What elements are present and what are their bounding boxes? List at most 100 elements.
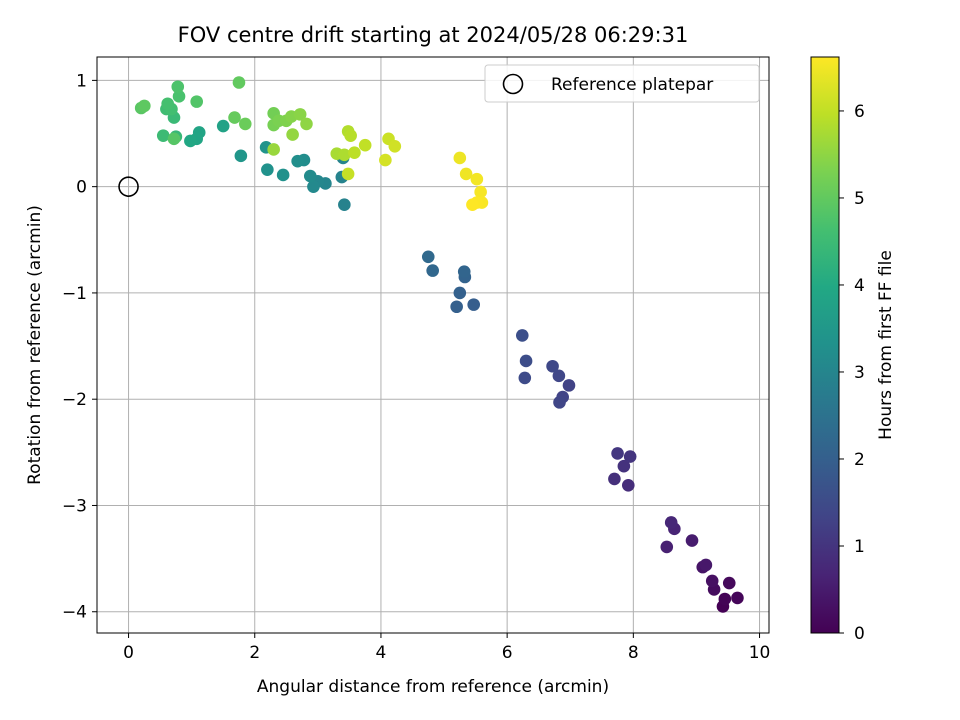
data-point <box>379 153 392 167</box>
x-axis: 0 2 4 6 8 10 <box>123 633 770 663</box>
data-point <box>515 329 529 342</box>
grid <box>97 57 769 633</box>
data-point <box>685 534 699 547</box>
data-point <box>293 108 307 121</box>
data-point <box>474 185 487 199</box>
colorbar-tick-label: 3 <box>854 363 865 383</box>
data-point <box>348 146 361 159</box>
data-point <box>426 264 439 277</box>
y-tick-label: −4 <box>62 603 87 623</box>
colorbar-tick-label: 0 <box>854 624 865 644</box>
data-point <box>161 97 174 111</box>
data-point <box>338 198 351 212</box>
data-point <box>731 591 744 605</box>
data-point <box>228 111 241 124</box>
y-axis: −4 −3 −2 −1 0 1 <box>62 71 97 623</box>
data-point <box>611 447 624 460</box>
data-point <box>705 574 719 588</box>
y-axis-label: Rotation from reference (arcmin) <box>25 205 45 485</box>
data-point <box>466 198 479 212</box>
colorbar-tick-label: 5 <box>854 189 865 209</box>
data-point <box>303 169 317 183</box>
plot-frame <box>96 56 770 634</box>
y-tick-label: 0 <box>76 178 87 198</box>
y-tick-label: 1 <box>76 71 87 91</box>
data-point <box>470 172 484 186</box>
data-point <box>261 163 274 176</box>
data-point <box>621 478 635 492</box>
colorbar-gradient <box>810 56 840 634</box>
data-point <box>307 180 320 193</box>
data-point <box>234 149 248 163</box>
x-tick-label: 8 <box>628 643 639 663</box>
data-point <box>553 396 566 409</box>
colorbar-label: Hours from first FF file <box>876 250 896 440</box>
data-point <box>664 516 678 529</box>
data-point <box>291 154 304 168</box>
colorbar-tick-label: 1 <box>854 537 865 557</box>
x-tick-label: 10 <box>749 643 771 663</box>
x-tick-label: 2 <box>249 643 260 663</box>
plot-area <box>96 56 770 634</box>
data-point <box>718 592 732 606</box>
legend-marker-reference <box>502 73 524 95</box>
data-point <box>276 168 290 182</box>
data-point <box>552 369 566 383</box>
data-point <box>467 298 480 311</box>
data-point <box>338 148 351 162</box>
reference-point-marker <box>118 176 139 197</box>
chart-title: FOV centre drift starting at 2024/05/28 … <box>178 23 689 47</box>
data-point <box>562 379 576 392</box>
data-point <box>518 371 532 385</box>
data-point <box>172 90 186 103</box>
data-point <box>238 117 252 131</box>
y-tick-label: −1 <box>62 284 87 304</box>
legend-box <box>484 64 760 103</box>
data-point <box>608 472 621 486</box>
data-point <box>388 139 402 153</box>
data-point <box>722 576 736 590</box>
y-tick-label: −3 <box>62 496 87 516</box>
colorbar: 0 1 2 3 4 5 6 Hours from first FF file <box>810 56 896 644</box>
data-point <box>660 540 674 554</box>
data-point <box>167 132 181 146</box>
x-tick-label: 0 <box>123 643 134 663</box>
data-point <box>358 138 372 152</box>
data-point <box>138 99 151 113</box>
data-point <box>623 450 637 463</box>
x-axis-label: Angular distance from reference (arcmin) <box>257 677 609 697</box>
data-points <box>134 76 744 613</box>
data-point <box>699 558 713 572</box>
data-point <box>344 129 357 142</box>
data-point <box>171 80 185 94</box>
data-point <box>216 119 230 133</box>
colorbar-ticks: 0 1 2 3 4 5 6 <box>839 102 865 644</box>
data-point <box>453 286 467 300</box>
legend-entry-reference: Reference platepar <box>551 75 713 95</box>
data-point <box>546 359 559 373</box>
reference-layer <box>118 176 139 197</box>
data-point <box>453 151 467 165</box>
y-tick-label: −2 <box>62 390 87 410</box>
colorbar-tick-label: 2 <box>854 450 865 470</box>
data-point <box>232 76 246 89</box>
x-tick-label: 6 <box>502 643 513 663</box>
data-point <box>450 300 463 314</box>
x-tick-label: 4 <box>376 643 387 663</box>
data-point <box>519 354 533 368</box>
data-point <box>184 134 197 148</box>
data-point <box>457 265 471 278</box>
data-point <box>190 95 203 108</box>
data-point <box>459 167 473 181</box>
colorbar-tick-label: 4 <box>854 276 865 296</box>
data-point <box>300 117 313 131</box>
data-point <box>286 128 299 141</box>
data-point <box>267 143 280 156</box>
data-point <box>156 129 170 142</box>
colorbar-tick-label: 6 <box>854 102 865 122</box>
data-point <box>341 167 355 181</box>
data-point <box>421 250 435 264</box>
legend: Reference platepar <box>484 64 760 103</box>
data-point <box>617 459 631 473</box>
